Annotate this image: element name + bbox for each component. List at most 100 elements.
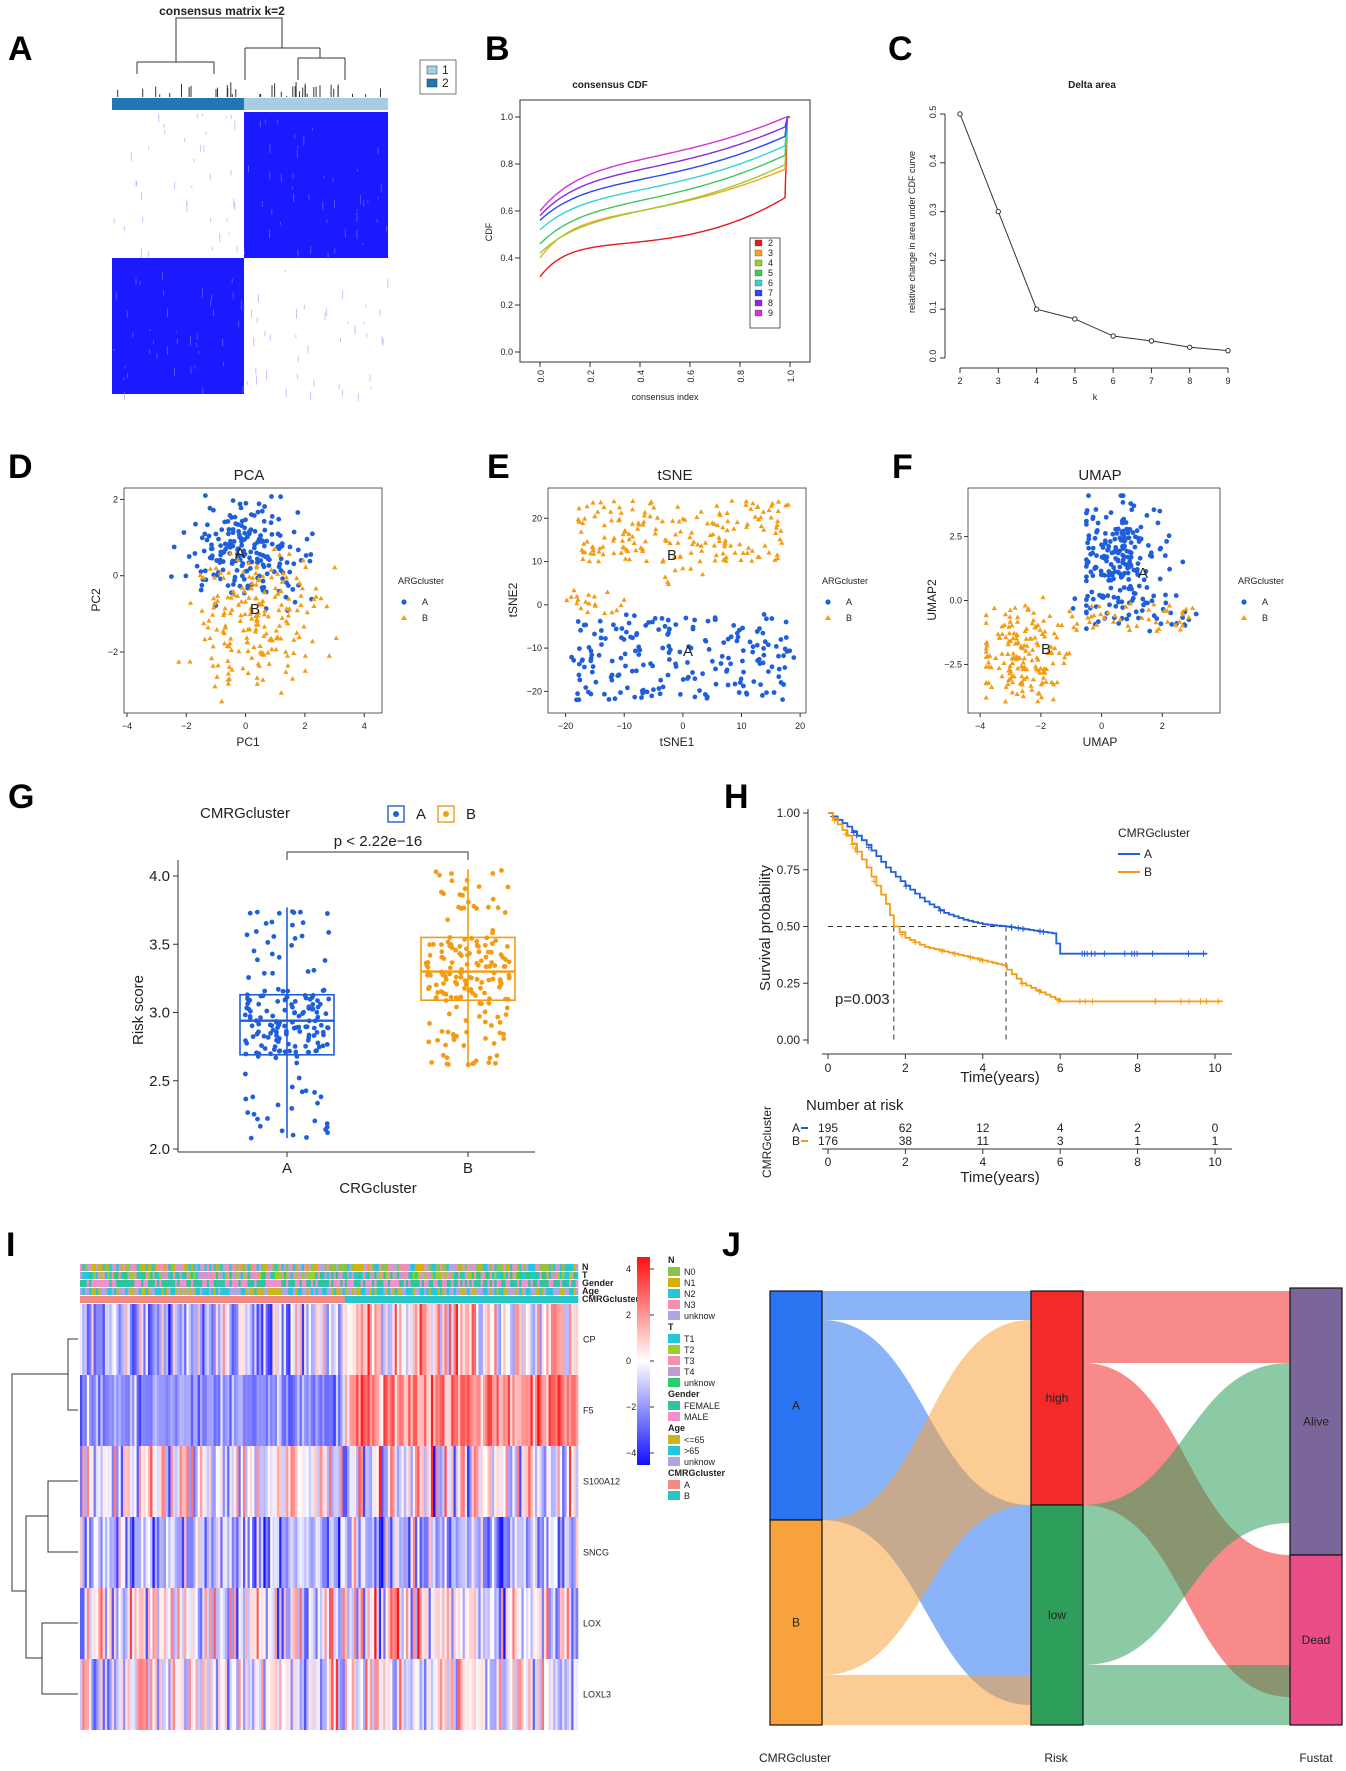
annotation-cell-gender [541, 1280, 545, 1287]
heatmap-cell-loxl3 [141, 1659, 144, 1730]
colorbar-tick-label: −2 [626, 1402, 636, 1412]
heatmap-cell-loxl3 [240, 1659, 244, 1730]
annotation-cell-age [141, 1288, 144, 1295]
umap-point-a [1140, 596, 1146, 602]
heatmap-cell-sncg [344, 1517, 348, 1588]
pca-point-b [273, 628, 279, 633]
tsne-point-a [623, 612, 629, 618]
heatmap-cell-f5 [329, 1375, 332, 1446]
tsne-point-a [644, 689, 650, 695]
heatmap-cell-cp [534, 1304, 538, 1375]
heatmap-cell-lox [229, 1588, 232, 1659]
heatmap-cell-lox [399, 1588, 402, 1659]
umap-point-a [1102, 538, 1108, 544]
y-tick-label: −10 [527, 643, 542, 653]
annotation-cell-t [442, 1272, 445, 1279]
heatmap-dendrogram-branch [67, 1338, 78, 1411]
annotation-cell-n [356, 1264, 359, 1271]
heatmap-cell-s100a12 [367, 1446, 371, 1517]
pca-point-b [244, 639, 250, 644]
annotation-cell-t [455, 1272, 459, 1279]
tsne-point-a [619, 626, 625, 631]
umap-point-b [1031, 610, 1037, 615]
risk-point-a [312, 1090, 317, 1095]
annotation-cell-gender [358, 1280, 361, 1287]
heatmap-cell-f5 [399, 1375, 402, 1446]
consensus-noise-mark [240, 300, 242, 310]
pca-point-b [255, 577, 261, 583]
annotation-cell-gender [378, 1280, 382, 1287]
annotation-cell-gender [430, 1280, 434, 1287]
annotation-cell-cmrgcluster [91, 1296, 94, 1303]
tsne-point-b [611, 498, 617, 504]
tsne-point-b [755, 503, 761, 509]
consensus-noise-mark [297, 145, 299, 149]
heatmap-cell-loxl3 [412, 1659, 416, 1730]
heatmap-cell-loxl3 [519, 1659, 522, 1730]
heatmap-cell-f5 [476, 1375, 479, 1446]
heatmap-cell-cp [575, 1304, 579, 1375]
umap-point-a [1144, 513, 1150, 518]
pca-point-b [207, 635, 213, 641]
consensus-noise-mark [387, 278, 389, 288]
pca-point-b [283, 669, 289, 674]
heatmap-cell-f5 [188, 1375, 192, 1446]
tsne-point-b [598, 499, 604, 505]
risk-point-b [483, 1019, 488, 1025]
umap-point-b [983, 664, 989, 669]
umap-point-b [1067, 608, 1073, 614]
umap-point-a [1086, 493, 1091, 499]
umap-point-a [1100, 545, 1106, 550]
annotation-cell-n [435, 1264, 438, 1271]
risk-point-a [296, 1013, 302, 1019]
annotation-cell-gender [152, 1280, 155, 1287]
consensus-noise-mark [242, 385, 244, 394]
heatmap-cell-sncg [107, 1517, 110, 1588]
heatmap-cell-loxl3 [288, 1659, 291, 1730]
heatmap-cell-sncg [98, 1517, 101, 1588]
annotation-cell-cmrgcluster [476, 1296, 479, 1303]
risk-point-a [265, 940, 271, 945]
heatmap-cell-s100a12 [446, 1446, 450, 1517]
pca-point-b [261, 633, 267, 638]
heatmap-cell-s100a12 [453, 1446, 457, 1517]
annotation-cell-gender [410, 1280, 414, 1287]
annotation-cell-n [281, 1264, 285, 1271]
umap-point-a [1084, 578, 1089, 584]
heatmap-cell-sncg [308, 1517, 312, 1588]
annotation-cell-n [396, 1264, 400, 1271]
heatmap-cell-sncg [494, 1517, 497, 1588]
heatmap-cell-s100a12 [365, 1446, 368, 1517]
cluster-bar-2 [112, 98, 244, 110]
heatmap-cell-s100a12 [186, 1446, 189, 1517]
annotation-cell-gender [301, 1280, 305, 1287]
tsne-point-a [765, 642, 771, 648]
risk-point-a [244, 932, 250, 938]
annotation-cell-n [80, 1264, 83, 1271]
heatmap-cell-sncg [310, 1517, 314, 1588]
pca-point-a [238, 505, 244, 511]
heatmap-cell-lox [102, 1588, 106, 1659]
consensus-noise-mark [210, 300, 212, 307]
umap-point-b [1039, 631, 1045, 636]
tsne-point-a [623, 663, 628, 669]
annotation-cell-age [161, 1288, 165, 1295]
heatmap-cell-f5 [245, 1375, 248, 1446]
annotation-cell-age [288, 1288, 291, 1295]
annotation-cell-n [317, 1264, 321, 1271]
annotation-cell-cmrgcluster [168, 1296, 171, 1303]
heatmap-cell-cp [399, 1304, 402, 1375]
heatmap-cell-s100a12 [220, 1446, 223, 1517]
pca-point-a [247, 555, 252, 561]
heatmap-cell-f5 [467, 1375, 470, 1446]
heatmap-cell-s100a12 [448, 1446, 452, 1517]
annotation-cell-age [297, 1288, 300, 1295]
pca-point-a [260, 578, 266, 584]
tsne-point-a [735, 634, 741, 640]
heatmap-cell-sncg [396, 1517, 400, 1588]
heatmap-cell-loxl3 [175, 1659, 178, 1730]
heatmap-cell-sncg [227, 1517, 230, 1588]
annotation-cell-gender [555, 1280, 558, 1287]
heatmap-cell-s100a12 [272, 1446, 275, 1517]
